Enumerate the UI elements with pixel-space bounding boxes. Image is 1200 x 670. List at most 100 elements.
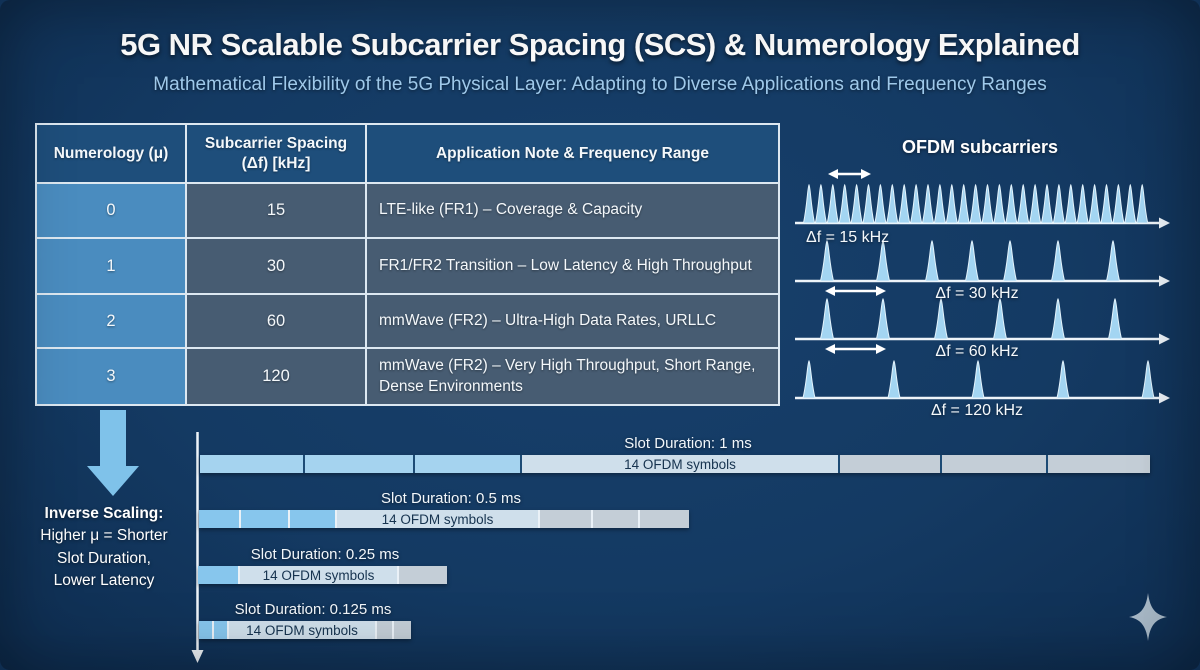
subcarrier-peak (981, 183, 994, 224)
slot-segment-highlight: 14 OFDM symbols (337, 510, 540, 528)
delta-f-label: Δf = 60 kHz (935, 343, 1019, 360)
ofdm-row (795, 239, 1170, 296)
inverse-scaling-line: Inverse Scaling: (44, 505, 164, 522)
slot-duration-label: Slot Duration: 0.125 ms (234, 601, 392, 618)
subcarrier-peak (992, 297, 1008, 340)
spacing-arrowhead-icon (828, 169, 838, 179)
down-block-arrow-icon (87, 410, 139, 496)
slot-segment (640, 510, 689, 528)
inverse-scaling-line: Higher μ = Shorter (40, 527, 168, 545)
subcarrier-peak (909, 183, 923, 224)
subcarrier-peak (1005, 183, 1018, 224)
numerology-table: Numerology (μ) Subcarrier Spacing (Δf) [… (35, 123, 780, 406)
ofdm-symbols-label: 14 OFDM symbols (381, 511, 494, 527)
subcarrier-peak (826, 183, 839, 224)
scs-value: 15 (185, 182, 367, 239)
subcarrier-peak (957, 183, 970, 224)
ofdm-row (795, 169, 1170, 229)
slot-segment (214, 621, 229, 639)
subcarrier-peak (898, 183, 911, 224)
numerology-value: 1 (35, 237, 187, 295)
application-note: LTE-like (FR1) – Coverage & Capacity (365, 182, 780, 239)
subcarrier-peak (1064, 183, 1077, 224)
subcarrier-peak (862, 183, 875, 224)
subcarrier-peak (921, 183, 935, 224)
subcarrier-peak (1076, 183, 1089, 224)
axis-arrowhead-icon (1159, 333, 1170, 345)
table-row: 1 30 FR1/FR2 Transition – Low Latency & … (35, 237, 780, 295)
subcarrier-peak (887, 359, 901, 399)
delta-f-label: Δf = 15 kHz (806, 229, 890, 246)
inverse-scaling-line: Lower Latency (53, 572, 155, 590)
inverse-scaling-note: Inverse Scaling: Higher μ = Shorter Slot… (13, 503, 195, 593)
subcarrier-peak (1056, 359, 1070, 399)
spacing-arrowhead-icon (876, 286, 886, 296)
ofdm-waveforms (795, 169, 1170, 404)
numerology-value: 0 (35, 182, 187, 239)
spacing-arrowhead-icon (876, 344, 886, 354)
slot-duration-label: Slot Duration: 0.25 ms (250, 546, 400, 563)
col-header-scs-line2: (Δf) [kHz] (241, 154, 311, 172)
subcarrier-peak (875, 297, 891, 340)
scs-value: 60 (185, 293, 367, 349)
subcarrier-peak (964, 239, 980, 282)
subcarrier-peak (993, 183, 1006, 224)
subcarrier-peak (1112, 183, 1125, 224)
numerology-value: 2 (35, 293, 187, 349)
subcarrier-peak (1105, 239, 1121, 282)
slot-segment (199, 621, 214, 639)
slot-bar: 14 OFDM symbols (199, 510, 689, 528)
subcarrier-peak (924, 239, 940, 282)
subcarrier-peak (875, 239, 891, 282)
subcarrier-peak (1050, 297, 1066, 340)
inverse-scaling-line: Slot Duration, (57, 549, 151, 567)
subcarrier-peak (1052, 183, 1066, 224)
spacing-arrowhead-icon (825, 344, 835, 354)
ofdm-symbols-label: 14 OFDM symbols (262, 567, 375, 583)
axis-arrowhead-icon (1159, 392, 1170, 404)
subcarrier-peak (1017, 183, 1030, 224)
subcarrier-peak (819, 297, 835, 340)
scs-value: 120 (185, 347, 367, 406)
application-note: mmWave (FR2) – Very High Throughput, Sho… (365, 347, 780, 406)
subcarrier-peak (933, 297, 949, 340)
slot-segment (1048, 455, 1150, 473)
slot-segment (942, 455, 1048, 473)
application-note: mmWave (FR2) – Ultra-High Data Rates, UR… (365, 293, 780, 349)
scs-value: 30 (185, 237, 367, 295)
slot-bar: 14 OFDM symbols (199, 621, 411, 639)
subcarrier-peak (1100, 183, 1113, 224)
slot-segment-highlight: 14 OFDM symbols (522, 455, 840, 473)
table-row: 0 15 LTE-like (FR1) – Coverage & Capacit… (35, 182, 780, 239)
subcarrier-peak (1124, 183, 1137, 224)
slot-segment (394, 621, 411, 639)
col-header-application: Application Note & Frequency Range (365, 123, 780, 184)
delta-f-label: Δf = 120 kHz (930, 402, 1024, 419)
ofdm-row (795, 359, 1170, 404)
subcarrier-peak (1136, 183, 1149, 224)
subcarrier-peak (1088, 183, 1101, 224)
slot-segment (305, 455, 415, 473)
subcarrier-peak (969, 183, 982, 224)
subcarrier-peak (802, 359, 816, 399)
application-note: FR1/FR2 Transition – Low Latency & High … (365, 237, 780, 295)
col-header-scs-line1: Subcarrier Spacing (204, 135, 348, 153)
slot-segment (840, 455, 942, 473)
spacing-arrowhead-icon (825, 286, 835, 296)
subcarrier-peak (850, 183, 863, 224)
subcarrier-peak (945, 183, 958, 224)
subcarrier-peak (838, 183, 851, 224)
slot-bar: 14 OFDM symbols (198, 566, 447, 584)
table-header-row: Numerology (μ) Subcarrier Spacing (Δf) [… (35, 123, 780, 184)
axis-arrowhead-icon (1159, 275, 1170, 287)
slot-segment (377, 621, 394, 639)
subcarrier-peak (802, 183, 816, 224)
subcarrier-peak (1050, 239, 1066, 282)
ofdm-row (795, 297, 1170, 354)
slot-segment-highlight: 14 OFDM symbols (229, 621, 377, 639)
subcarrier-peak (1141, 359, 1155, 399)
slot-segment (198, 566, 240, 584)
slot-segment (399, 566, 447, 584)
numerology-value: 3 (35, 347, 187, 406)
